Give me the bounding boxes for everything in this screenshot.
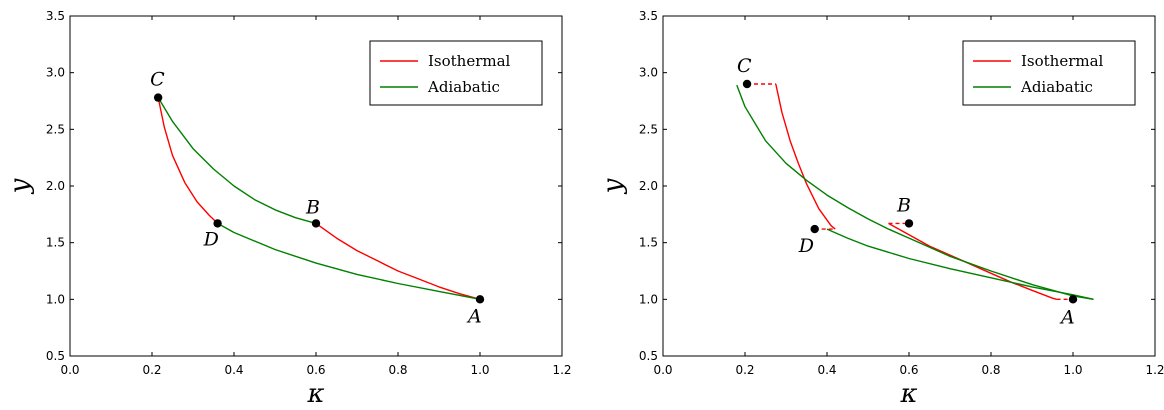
legend: Isothermal Adiabatic [369, 40, 543, 106]
x-tick-label: 1.0 [470, 363, 489, 377]
x-tick-label: 0.2 [735, 363, 754, 377]
y-tick-label: 1.5 [639, 236, 658, 250]
x-axis-label: κ [306, 379, 324, 409]
x-tick-label: 0.2 [142, 363, 161, 377]
adiabatic-curve-8 [826, 228, 1094, 300]
x-axis-label: κ [899, 379, 917, 409]
point-label-C: C [737, 55, 752, 77]
adiabatic-curve-7 [736, 84, 1094, 300]
adiabatic-curve-4 [217, 222, 481, 300]
point-B [311, 219, 321, 228]
isothermal-curve-1 [775, 83, 836, 230]
x-tick-label: 1.2 [1145, 363, 1164, 377]
legend-box [369, 40, 543, 106]
point-B [904, 219, 914, 228]
legend: Isothermal Adiabatic [962, 40, 1136, 106]
legend-box [962, 40, 1136, 106]
y-tick-label: 3.0 [639, 66, 658, 80]
legend-label-adiabatic: Adiabatic [427, 78, 500, 96]
legend-label-isothermal: Isothermal [1021, 52, 1104, 70]
x-tick-label: 0.0 [653, 363, 672, 377]
y-tick-label: 3.5 [46, 9, 65, 23]
y-tick-label: 2.0 [639, 179, 658, 193]
point-D [810, 224, 819, 234]
point-C [742, 79, 752, 89]
y-tick-label: 2.5 [639, 122, 658, 136]
point-D [213, 219, 222, 228]
x-tick-label: 0.8 [981, 363, 1000, 377]
y-tick-label: 3.5 [639, 9, 658, 23]
y-tick-label: 1.5 [46, 236, 65, 250]
x-tick-label: 0.4 [224, 363, 243, 377]
isothermal-curve-1 [157, 97, 219, 224]
x-tick-label: 0.6 [306, 363, 325, 377]
y-axis-label: y [5, 178, 35, 194]
adiabatic-curve-3 [157, 97, 317, 225]
y-tick-label: 0.5 [639, 349, 658, 363]
y-tick-label: 2.5 [46, 122, 65, 136]
point-label-B: B [896, 194, 911, 216]
point-label-B: B [305, 196, 320, 218]
chart-panel-1: 0.0 0.2 0.4 0.6 0.8 1.0 1.2 0.5 1.0 1.5 2.0 2.5 3.0 3… [5, 9, 572, 409]
y-tick-label: 3.0 [46, 66, 65, 80]
point-label-C: C [150, 69, 165, 91]
x-tick-label: 1.2 [552, 363, 571, 377]
point-C [153, 93, 163, 102]
point-label-D: D [203, 228, 219, 250]
x-tick-label: 0.6 [899, 363, 918, 377]
x-tick-label: 0.8 [388, 363, 407, 377]
y-tick-label: 2.0 [46, 179, 65, 193]
isothermal-curve-2 [888, 222, 1057, 300]
x-tick-label: 0.4 [817, 363, 836, 377]
chart-panel-2: 0.0 0.2 0.4 0.6 0.8 1.0 1.2 0.5 1.0 1.5 2.0 2.5 3.0 3… [598, 9, 1164, 409]
point-label-A: A [1059, 306, 1075, 328]
legend-label-adiabatic: Adiabatic [1020, 78, 1093, 96]
y-axis-label: y [598, 178, 628, 194]
point-A [475, 295, 485, 304]
point-label-A: A [466, 305, 482, 327]
y-tick-label: 1.0 [46, 292, 65, 306]
legend-label-isothermal: Isothermal [428, 52, 511, 70]
point-A [1068, 295, 1078, 304]
x-tick-label: 1.0 [1063, 363, 1082, 377]
x-tick-label: 0.0 [60, 363, 79, 377]
y-tick-label: 1.0 [639, 292, 658, 306]
y-tick-label: 0.5 [46, 349, 65, 363]
isothermal-curve-2 [315, 222, 481, 300]
point-label-D: D [798, 235, 814, 257]
